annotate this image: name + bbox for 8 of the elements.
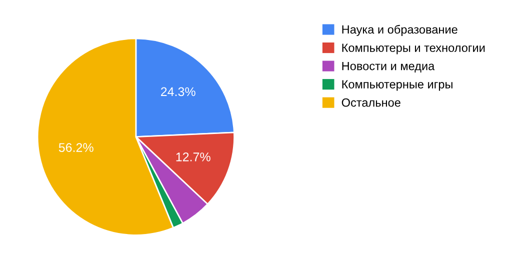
- data-label: 56.2%: [58, 143, 94, 152]
- data-label: 12.7%: [176, 152, 210, 162]
- data-label: 24.3%: [160, 87, 196, 96]
- legend-label: Компьютеры и технологии: [342, 44, 485, 54]
- legend-label: Наука и образование: [342, 24, 458, 36]
- legend-label: Новости и медиа: [342, 62, 435, 72]
- legend-label: Остальное: [342, 98, 400, 107]
- legend-label: Компьютерные игры: [342, 80, 452, 91]
